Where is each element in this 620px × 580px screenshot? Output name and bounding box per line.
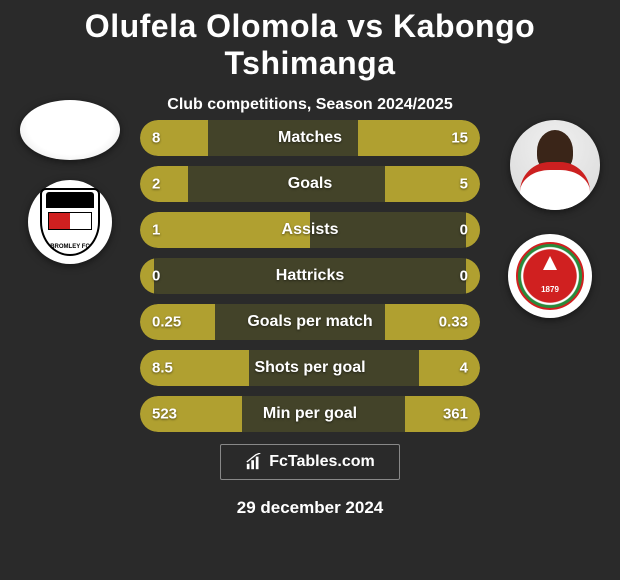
club-right-badge [508,234,592,318]
player-left-avatar [20,100,120,160]
stat-bar-right [466,212,480,248]
club-left-shield-icon: BROMLEY FC [40,188,100,256]
player-right-avatar [510,120,600,210]
stat-bar-left [140,120,208,156]
stat-value-left: 523 [152,406,177,423]
stat-value-left: 0 [152,268,160,285]
stat-bar-right [466,258,480,294]
chart-icon [245,453,263,471]
stat-row: 2 5 Goals [140,166,480,202]
stat-row: 8 15 Matches [140,120,480,156]
stat-label: Goals [288,175,332,193]
stat-row: 0.25 0.33 Goals per match [140,304,480,340]
stat-value-right: 361 [443,406,468,423]
stat-value-right: 4 [460,360,468,377]
footer-date: 29 december 2024 [237,498,384,518]
page-title: Olufela Olomola vs Kabongo Tshimanga [0,0,620,82]
stat-label: Matches [278,129,342,147]
club-left-badge: BROMLEY FC [28,180,112,264]
stat-row: 523 361 Min per goal [140,396,480,432]
stat-label: Hattricks [276,267,344,285]
stat-value-right: 0 [460,268,468,285]
stat-bar-left [140,166,188,202]
brand-footer[interactable]: FcTables.com [220,444,400,480]
stat-value-left: 2 [152,176,160,193]
brand-text: FcTables.com [269,453,375,471]
stat-value-right: 0 [460,222,468,239]
stat-label: Min per goal [263,405,357,423]
stat-value-left: 0.25 [152,314,181,331]
stat-bar-right [419,350,480,386]
stat-value-left: 8.5 [152,360,173,377]
club-left-badge-text: BROMLEY FC [42,244,98,250]
stat-label: Assists [282,221,339,239]
stat-value-left: 8 [152,130,160,147]
stat-value-right: 0.33 [439,314,468,331]
stat-row: 8.5 4 Shots per goal [140,350,480,386]
stat-row: 0 0 Hattricks [140,258,480,294]
club-right-crest-icon [516,242,584,310]
stats-container: 8 15 Matches 2 5 Goals 1 0 Assists 0 0 Hattricks 0.2… [140,120,480,442]
stat-value-right: 5 [460,176,468,193]
stat-value-left: 1 [152,222,160,239]
stat-value-right: 15 [451,130,468,147]
stat-label: Goals per match [247,313,372,331]
stat-row: 1 0 Assists [140,212,480,248]
stat-label: Shots per goal [254,359,365,377]
